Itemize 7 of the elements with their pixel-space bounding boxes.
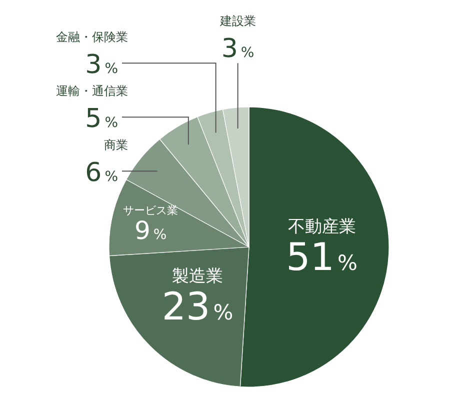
slice-label: サービス業 (123, 204, 178, 217)
slice-label: 不動産業 (288, 217, 356, 238)
slice-label: 運輸・通信業 (56, 84, 128, 98)
slice-label: 金融・保険業 (56, 30, 128, 44)
slice-label: 建設業 (218, 14, 256, 28)
slice-label: 商業 (104, 138, 128, 152)
slice-label: 製造業 (172, 266, 224, 286)
